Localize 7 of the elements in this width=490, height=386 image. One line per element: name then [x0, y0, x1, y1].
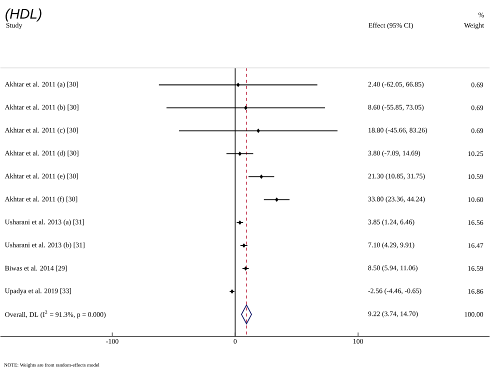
point — [244, 105, 248, 110]
point — [260, 174, 264, 179]
point — [256, 128, 260, 133]
point — [236, 82, 240, 87]
point — [238, 151, 242, 156]
point — [275, 197, 278, 202]
chart-title: (HDL) — [6, 8, 42, 22]
